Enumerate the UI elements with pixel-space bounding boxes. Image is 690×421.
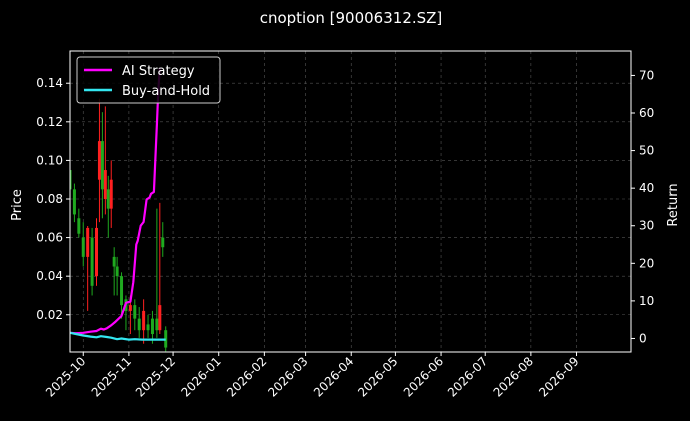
legend-ai-strategy-label: AI Strategy [122, 64, 195, 79]
right-y-tick-label: 60 [639, 106, 654, 120]
candle-body [158, 305, 162, 331]
candle-body [112, 256, 116, 267]
candle-body [81, 237, 85, 257]
candle-body [137, 318, 141, 331]
left-y-axis-label: Price [10, 189, 25, 221]
candle-body [133, 305, 137, 319]
left-y-tick-label: 0.12 [36, 115, 63, 129]
candle-body [95, 227, 99, 277]
candle-body [142, 310, 146, 331]
candle-body [161, 237, 165, 248]
right-y-tick-label: 50 [639, 144, 654, 158]
candle-body [106, 189, 110, 209]
series-lines [70, 67, 166, 341]
left-y-tick-label: 0.10 [36, 153, 63, 167]
candle-body [97, 141, 101, 180]
candle-body [115, 266, 119, 277]
right-y-tick-label: 10 [639, 294, 654, 308]
right-y-axis-ticks: 0 10 20 30 40 50 60 70 [631, 68, 654, 345]
candle-body [128, 305, 132, 311]
legend-box [76, 56, 221, 104]
candle-body [150, 318, 154, 335]
legend: AI Strategy Buy-and-Hold [76, 56, 221, 104]
candle-body [100, 141, 104, 190]
left-y-tick-label: 0.08 [36, 192, 63, 206]
ai-strategy-line [70, 67, 161, 335]
left-y-tick-label: 0.06 [36, 231, 63, 245]
candle-body [86, 227, 90, 257]
left-y-tick-label: 0.04 [36, 269, 63, 283]
right-y-axis-label: Return [666, 183, 681, 226]
right-y-tick-label: 40 [639, 181, 654, 195]
plot-frame [69, 50, 632, 353]
candle-body [164, 330, 168, 348]
candle-body [70, 170, 72, 190]
right-y-tick-label: 30 [639, 219, 654, 233]
buy-and-hold-line [70, 331, 166, 341]
left-y-tick-label: 0.14 [36, 76, 63, 90]
right-y-tick-label: 70 [639, 68, 654, 82]
legend-buy-and-hold-label: Buy-and-Hold [122, 84, 210, 99]
right-y-tick-label: 0 [639, 331, 647, 345]
candle-body [109, 179, 113, 209]
candle-body [146, 324, 150, 331]
candle-body [72, 189, 76, 215]
left-y-axis-ticks: 0.02 0.04 0.06 0.08 0.10 0.12 0.14 [36, 76, 70, 322]
candle-body [90, 237, 94, 286]
left-y-tick-label: 0.02 [36, 308, 63, 322]
candle-body [103, 170, 107, 199]
candle-body [120, 276, 124, 306]
chart-title: cnoption [90006312.SZ] [260, 9, 443, 27]
candlesticks [70, 98, 168, 352]
candle-body [155, 318, 159, 331]
right-y-tick-label: 20 [639, 256, 654, 270]
candle-body [77, 218, 81, 234]
